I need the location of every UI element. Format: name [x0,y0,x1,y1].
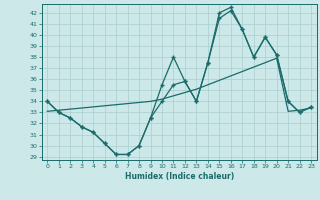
X-axis label: Humidex (Indice chaleur): Humidex (Indice chaleur) [124,172,234,181]
